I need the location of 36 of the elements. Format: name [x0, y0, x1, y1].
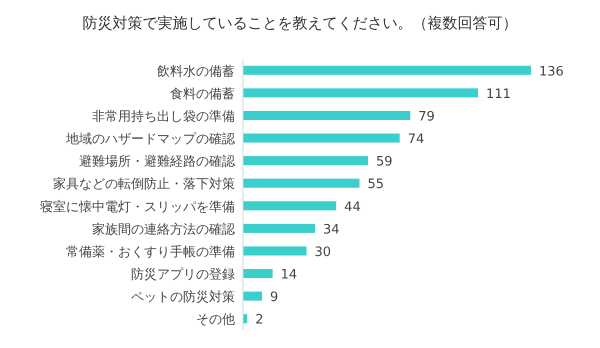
- data-label: 9: [270, 290, 278, 306]
- y-tick-label: 飲料水の備蓄: [157, 64, 235, 80]
- data-label: 55: [367, 177, 384, 192]
- y-tick-label: ペットの防災対策: [131, 289, 235, 306]
- data-label: 136: [539, 64, 564, 80]
- data-label: 2: [255, 312, 264, 328]
- bar: [243, 246, 307, 256]
- y-tick-label: 地域のハザードマップの確認: [65, 132, 235, 148]
- bar: [243, 66, 531, 75]
- chart-title: 防災対策で実施していることを教えてください。（複数回答可）: [82, 14, 518, 32]
- y-tick-label: 防災アプリの登録: [131, 268, 235, 283]
- y-tick-label: 常備薬・おくすり手帳の準備: [66, 244, 235, 260]
- y-tick-label: その他: [196, 312, 235, 328]
- y-tick-label: 寝室に懐中電灯・スリッパを準備: [40, 198, 235, 215]
- bar: [243, 88, 478, 98]
- bar: [243, 269, 273, 278]
- bar: [243, 224, 315, 233]
- data-label: 111: [486, 86, 511, 102]
- bar: [243, 156, 368, 166]
- data-label: 44: [344, 200, 361, 215]
- data-label: 74: [408, 132, 424, 148]
- y-tick-label: 家族間の連絡方法の確認: [92, 221, 235, 238]
- y-tick-label: 避難場所・避難経路の確認: [79, 154, 235, 170]
- bar: [243, 134, 400, 143]
- y-tick-label: 家具などの転倒防止・落下対策: [53, 176, 235, 192]
- y-tick-label: 非常用持ち出し袋の準備: [92, 109, 235, 124]
- data-label: 14: [280, 268, 298, 283]
- bar: [243, 110, 410, 120]
- bar: [243, 178, 360, 188]
- data-label: 34: [323, 222, 340, 238]
- bar: [243, 292, 262, 301]
- data-label: 30: [314, 244, 332, 260]
- bar: [243, 201, 336, 210]
- data-label: 59: [376, 154, 392, 170]
- y-tick-label: 食料の備蓄: [170, 86, 235, 102]
- data-label: 79: [418, 109, 435, 124]
